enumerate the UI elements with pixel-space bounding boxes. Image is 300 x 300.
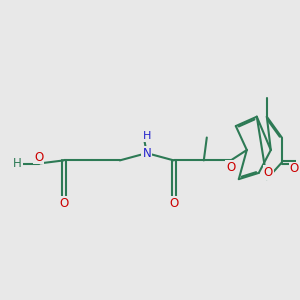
Text: H: H bbox=[13, 157, 22, 170]
Text: N: N bbox=[142, 147, 151, 160]
Text: O: O bbox=[34, 151, 44, 164]
Text: O: O bbox=[226, 161, 236, 174]
Text: O: O bbox=[169, 197, 178, 210]
Text: O: O bbox=[290, 163, 299, 176]
Text: O: O bbox=[264, 166, 273, 179]
Text: H: H bbox=[143, 131, 152, 141]
Text: O: O bbox=[59, 197, 68, 210]
